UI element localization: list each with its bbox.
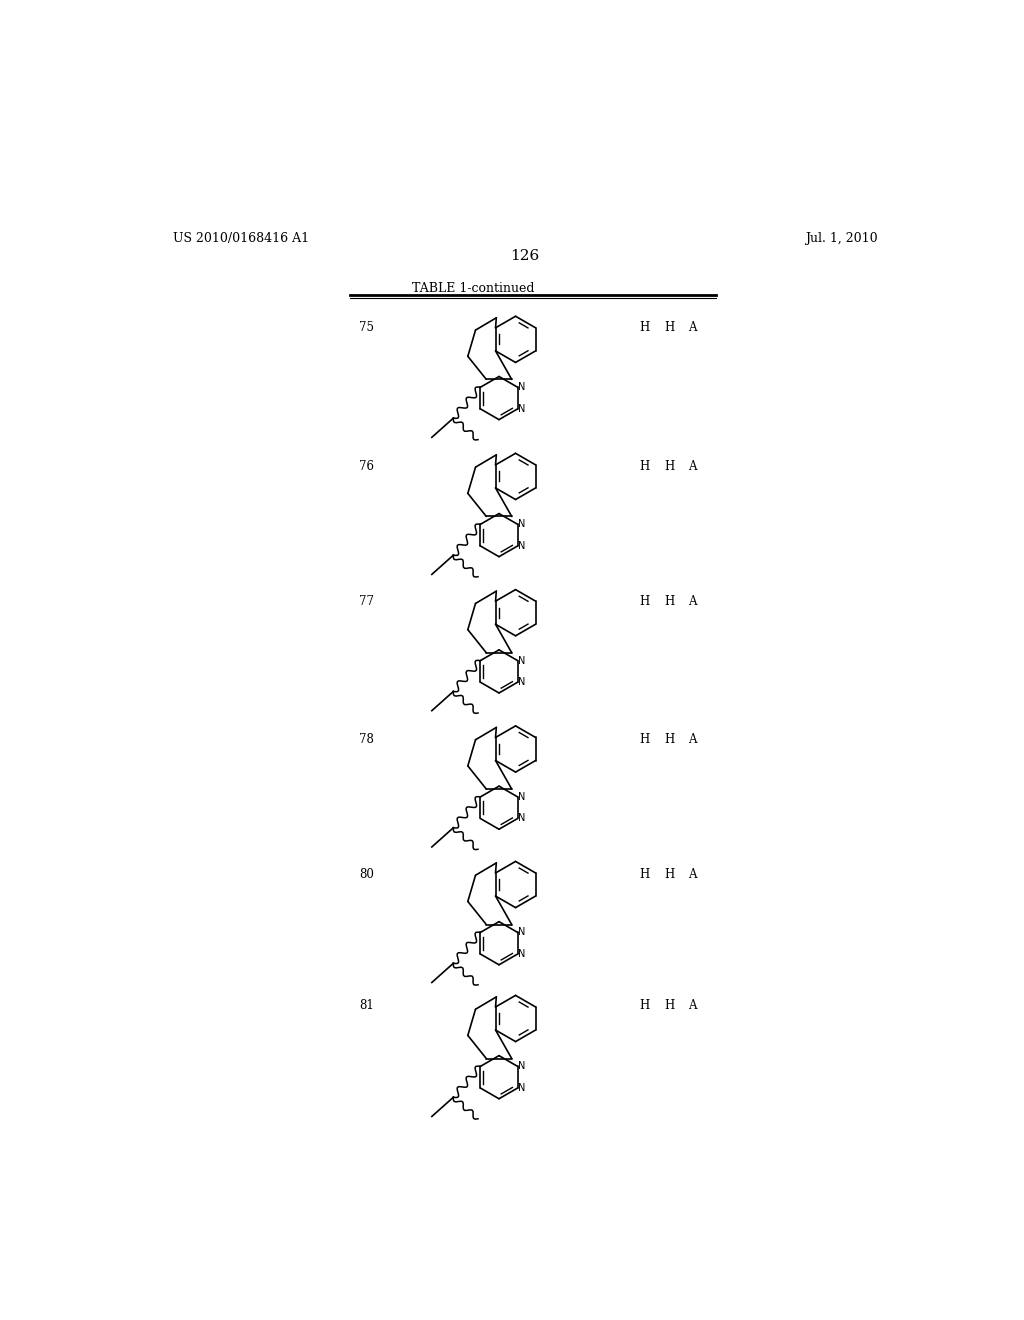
Text: H: H [640,594,650,607]
Text: N: N [518,1061,525,1072]
Text: A: A [688,733,697,746]
Text: N: N [518,541,525,550]
Text: N: N [518,792,525,803]
Text: H: H [640,869,650,880]
Text: 75: 75 [358,321,374,334]
Text: N: N [518,928,525,937]
Text: H: H [665,594,675,607]
Text: US 2010/0168416 A1: US 2010/0168416 A1 [173,231,309,244]
Text: H: H [640,733,650,746]
Text: 126: 126 [510,249,540,263]
Text: 80: 80 [359,869,374,880]
Text: H: H [665,999,675,1012]
Text: TABLE 1-continued: TABLE 1-continued [412,281,535,294]
Text: N: N [518,677,525,688]
Text: A: A [688,999,697,1012]
Text: N: N [518,656,525,665]
Text: H: H [640,459,650,473]
Text: A: A [688,869,697,880]
Text: A: A [688,594,697,607]
Text: N: N [518,519,525,529]
Text: 77: 77 [358,594,374,607]
Text: 81: 81 [359,999,374,1012]
Text: N: N [518,1082,525,1093]
Text: N: N [518,383,525,392]
Text: H: H [665,869,675,880]
Text: H: H [665,733,675,746]
Text: A: A [688,459,697,473]
Text: A: A [688,321,697,334]
Text: H: H [665,459,675,473]
Text: Jul. 1, 2010: Jul. 1, 2010 [805,231,878,244]
Text: N: N [518,404,525,414]
Text: H: H [640,321,650,334]
Text: H: H [640,999,650,1012]
Text: N: N [518,949,525,960]
Text: 78: 78 [359,733,374,746]
Text: N: N [518,813,525,824]
Text: 76: 76 [358,459,374,473]
Text: H: H [665,321,675,334]
